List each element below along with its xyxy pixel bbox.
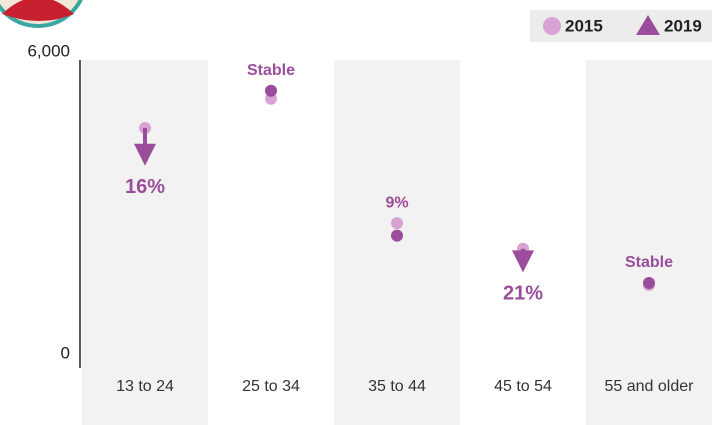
legend-label: 2019	[664, 16, 702, 35]
y-tick-label: 6,000	[27, 41, 70, 60]
column-bg	[586, 60, 712, 425]
point-2015	[391, 217, 403, 229]
x-tick-label: 13 to 24	[100, 376, 190, 398]
avatar	[0, 0, 88, 28]
x-tick-label: 55 and older	[604, 376, 694, 398]
point-2019	[643, 277, 655, 289]
point-2019	[512, 250, 534, 272]
y-tick-label: 0	[61, 343, 70, 362]
x-tick-label: 35 to 44	[352, 376, 442, 398]
point-2019	[391, 230, 403, 242]
change-label: Stable	[625, 254, 673, 271]
legend-label: 2015	[565, 16, 603, 35]
change-label: 21%	[503, 283, 543, 305]
chart: 0 6,000 2015 2019 16% Stable 9% 21% Stable	[0, 0, 712, 425]
x-tick-label: 25 to 34	[226, 376, 316, 398]
legend-marker	[543, 17, 561, 35]
x-tick-label: 45 to 54	[478, 376, 568, 398]
page: 0 6,000 2015 2019 16% Stable 9% 21% Stable 13 to…	[0, 0, 712, 425]
column-bg	[82, 60, 208, 425]
change-label: Stable	[247, 62, 295, 79]
column-bg	[334, 60, 460, 425]
change-label: 16%	[125, 176, 165, 198]
point-2019	[265, 85, 277, 97]
change-label: 9%	[385, 194, 408, 211]
